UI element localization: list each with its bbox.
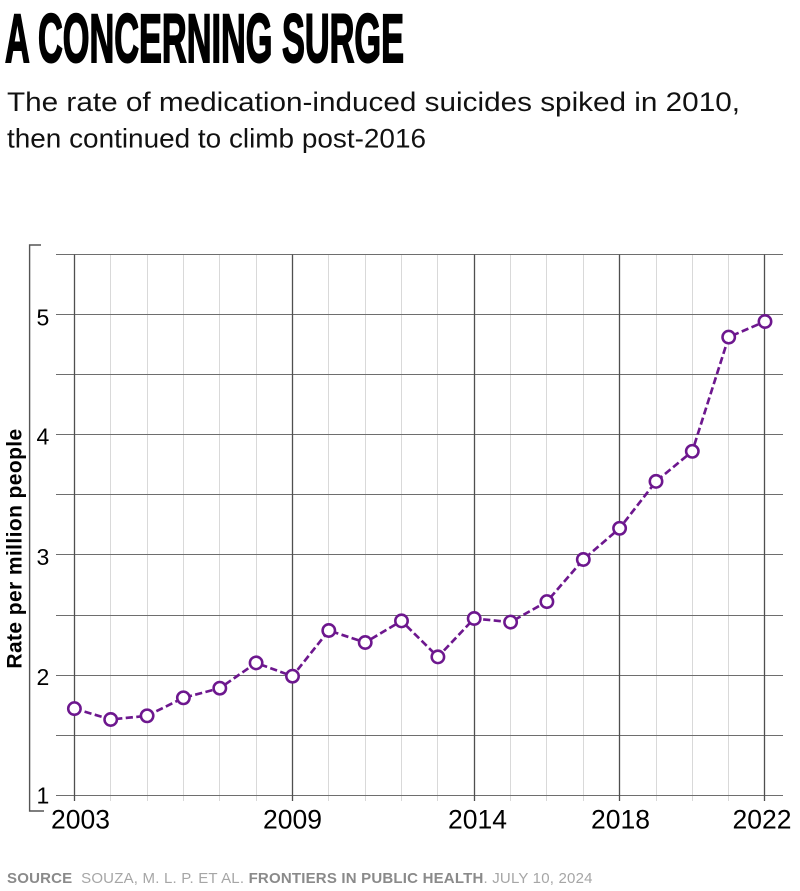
svg-text:Rate per million people: Rate per million people bbox=[4, 428, 27, 668]
svg-text:2022: 2022 bbox=[733, 805, 792, 835]
svg-text:4: 4 bbox=[37, 424, 50, 450]
svg-text:2014: 2014 bbox=[448, 805, 507, 835]
svg-text:2009: 2009 bbox=[263, 805, 322, 835]
svg-text:1: 1 bbox=[37, 783, 50, 809]
svg-text:The rate of medication-induced: The rate of medication-induced suicides … bbox=[7, 87, 740, 117]
svg-text:2018: 2018 bbox=[591, 805, 650, 835]
svg-text:5: 5 bbox=[37, 304, 50, 330]
svg-text:A CONCERNING SURGE: A CONCERNING SURGE bbox=[5, 0, 404, 77]
svg-text:3: 3 bbox=[37, 544, 50, 570]
svg-text:2003: 2003 bbox=[51, 805, 110, 835]
svg-text:SOURCE SOUZA, M. L. P. ET AL.: SOURCE SOUZA, M. L. P. ET AL. FRONTIERS … bbox=[7, 870, 593, 887]
svg-text:2: 2 bbox=[37, 664, 50, 690]
svg-text:then continued to climb post-2: then continued to climb post-2016 bbox=[7, 124, 426, 154]
